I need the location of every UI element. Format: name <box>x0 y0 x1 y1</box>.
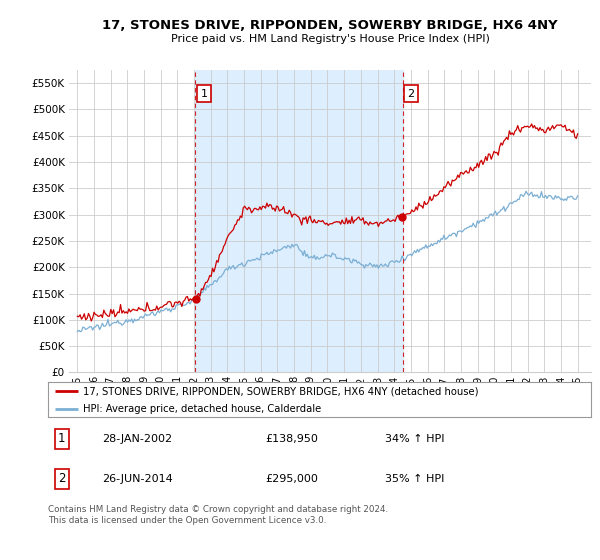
Text: HPI: Average price, detached house, Calderdale: HPI: Average price, detached house, Cald… <box>83 404 322 414</box>
Text: 2: 2 <box>407 88 415 99</box>
Bar <box>196 70 403 372</box>
Text: 17, STONES DRIVE, RIPPONDEN, SOWERBY BRIDGE, HX6 4NY (detached house): 17, STONES DRIVE, RIPPONDEN, SOWERBY BRI… <box>83 386 479 396</box>
Text: Contains HM Land Registry data © Crown copyright and database right 2024.
This d: Contains HM Land Registry data © Crown c… <box>48 505 388 525</box>
Text: £295,000: £295,000 <box>265 474 318 484</box>
Text: £138,950: £138,950 <box>265 434 318 444</box>
Text: 26-JUN-2014: 26-JUN-2014 <box>103 474 173 484</box>
Text: 17, STONES DRIVE, RIPPONDEN, SOWERBY BRIDGE, HX6 4NY: 17, STONES DRIVE, RIPPONDEN, SOWERBY BRI… <box>102 18 558 32</box>
Text: Price paid vs. HM Land Registry's House Price Index (HPI): Price paid vs. HM Land Registry's House … <box>170 34 490 44</box>
Text: 28-JAN-2002: 28-JAN-2002 <box>103 434 172 444</box>
Text: 34% ↑ HPI: 34% ↑ HPI <box>385 434 444 444</box>
Text: 1: 1 <box>58 432 65 445</box>
Text: 1: 1 <box>200 88 208 99</box>
Text: 35% ↑ HPI: 35% ↑ HPI <box>385 474 444 484</box>
Text: 2: 2 <box>58 472 65 486</box>
